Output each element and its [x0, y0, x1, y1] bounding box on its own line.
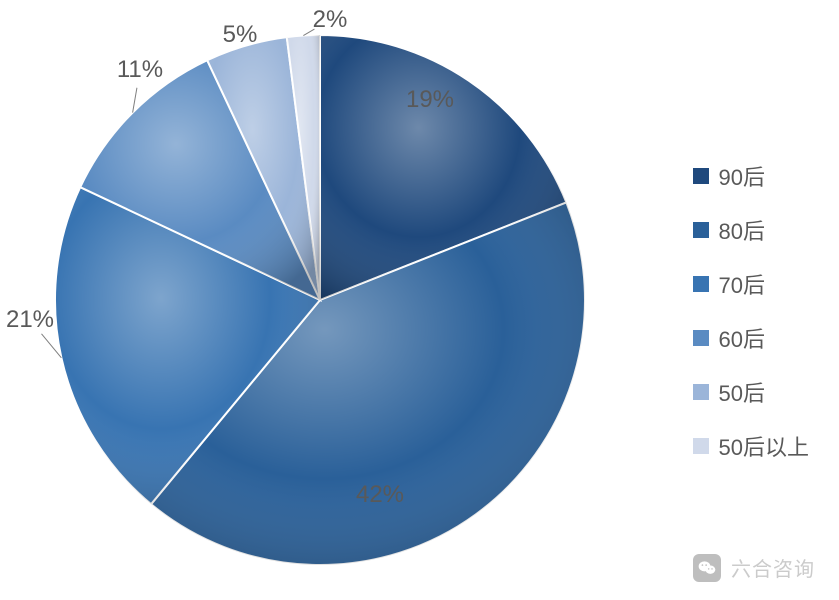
legend-item-1: 80后 — [693, 214, 809, 246]
legend-swatch-1 — [693, 222, 709, 238]
legend-label-4: 50后 — [719, 376, 765, 408]
slice-label-2: 21% — [6, 306, 54, 334]
watermark: 六合咨询 — [693, 553, 815, 582]
slice-label-0: 19% — [406, 86, 454, 114]
legend-item-5: 50后以上 — [693, 430, 809, 462]
legend-swatch-4 — [693, 384, 709, 400]
legend-swatch-0 — [693, 168, 709, 184]
slice-label-1: 42% — [356, 481, 404, 509]
slice-label-4: 5% — [223, 21, 258, 49]
legend-swatch-2 — [693, 276, 709, 292]
legend-label-1: 80后 — [719, 214, 765, 246]
legend-label-5: 50后以上 — [719, 430, 809, 462]
legend: 90后 80后 70后 60后 50后 50后以上 — [693, 160, 809, 462]
chart-stage: 19% 42% 21% 11% 5% 2% 90后 80后 70后 60后 50后 50后以上 六合… — [0, 0, 839, 600]
legend-swatch-3 — [693, 330, 709, 346]
legend-label-0: 90后 — [719, 160, 765, 192]
legend-item-0: 90后 — [693, 160, 809, 192]
slice-label-3: 11% — [117, 56, 163, 84]
legend-item-2: 70后 — [693, 268, 809, 300]
legend-item-4: 50后 — [693, 376, 809, 408]
legend-swatch-5 — [693, 438, 709, 454]
watermark-text: 六合咨询 — [731, 553, 815, 582]
legend-label-2: 70后 — [719, 268, 765, 300]
legend-label-3: 60后 — [719, 322, 765, 354]
wechat-icon — [693, 554, 721, 582]
legend-item-3: 60后 — [693, 322, 809, 354]
slice-label-5: 2% — [313, 6, 348, 34]
